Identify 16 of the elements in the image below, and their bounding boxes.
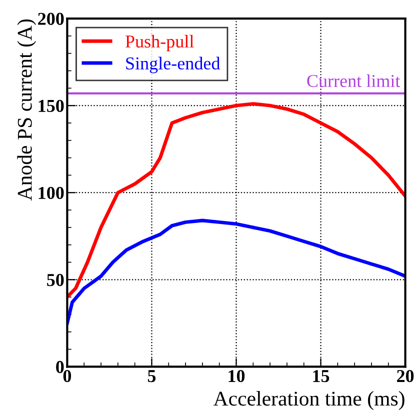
x-tick-label: 10 (228, 370, 245, 382)
y-tick-label: 150 (38, 100, 64, 112)
x-axis-title: Acceleration time (ms) (213, 391, 404, 410)
y-tick-label: 0 (56, 360, 64, 374)
legend-label: Push-pull (125, 34, 194, 52)
y-tick-label: 50 (47, 274, 64, 286)
line-series (67, 102, 406, 299)
legend-label: Single-ended (126, 56, 220, 74)
y-tick-label: 200 (38, 12, 64, 25)
line-series (67, 218, 406, 325)
x-tick-label: 15 (313, 370, 330, 382)
y-axis-title: Anode PS current (A) (17, 19, 36, 201)
x-tick-label: 5 (148, 370, 156, 382)
x-tick-label: 20 (397, 370, 414, 382)
y-tick-label: 100 (38, 186, 64, 200)
ref-line-label: Current limit (307, 74, 400, 88)
